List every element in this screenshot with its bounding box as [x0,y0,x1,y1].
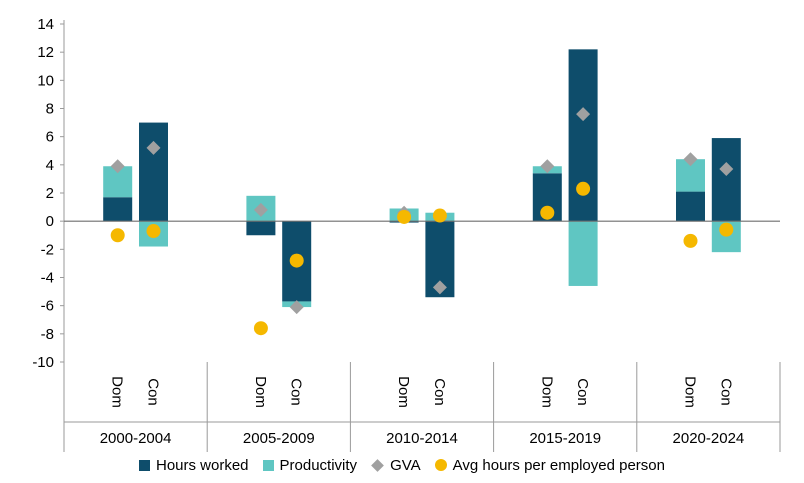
group-label: 2010-2014 [386,430,458,447]
bars [103,49,741,308]
avg-hours-marker [540,205,555,220]
y-tick-label: 12 [37,44,54,61]
gva-marker [253,202,268,217]
gva-marker [110,159,125,174]
gva-marker [432,280,447,295]
gva-marker [683,152,698,167]
group-label: 2000-2004 [100,430,172,447]
group-label: 2020-2024 [673,430,745,447]
category-label: Dom [109,376,126,408]
category-label: Dom [538,376,555,408]
avg-hours-marker [110,228,125,243]
x-axis: Dom Con 2000-2004 Dom Con 2005-2009 Dom Con 2010… [63,362,781,452]
legend-item-avg-hours: Avg hours per employed person [434,456,665,474]
bar-hours-worked [676,191,705,222]
bar-hours-worked [711,138,741,222]
legend-label-productivity: Productivity [279,456,358,474]
legend-swatch-gva [371,458,384,472]
legend-label-hours-worked: Hours worked [155,456,249,474]
y-tick-label: 0 [46,213,54,230]
y-tick-label: 14 [37,16,54,33]
legend-item-productivity: Productivity [262,456,358,474]
y-tick-label: 10 [37,72,54,89]
gva-marker [289,300,304,315]
legend-swatch-hours-worked [138,459,150,471]
category-label: Con [145,378,162,406]
y-tick-label: 8 [46,101,54,118]
group-label: 2005-2009 [243,430,315,447]
bar-hours-worked [103,197,133,222]
legend-swatch-productivity [262,459,274,471]
y-tick-label: 2 [46,185,54,202]
legend-item-gva: GVA [371,457,421,474]
bar-hours-worked [246,221,276,236]
y-tick-label: 6 [46,129,54,146]
y-axis: 14 12 10 8 6 4 2 0 -2 -4 -6 -8 -10 [32,16,65,452]
legend-label-avg-hours: Avg hours per employed person [452,456,665,474]
group-label: 2015-2019 [529,430,601,447]
y-tick-label: -8 [41,326,54,343]
legend-label-gva: GVA [390,456,421,474]
category-label: Dom [682,376,699,408]
gva-marker [719,162,734,177]
category-label: Dom [252,376,269,408]
avg-hours-marker [683,233,698,248]
legend: Hours worked Productivity GVA Avg hours … [0,452,804,478]
avg-hours-marker [719,222,734,237]
legend-item-hours-worked: Hours worked [138,456,249,474]
avg-hours-marker [146,224,161,239]
category-label: Con [288,378,305,406]
y-tick-label: 4 [46,157,54,174]
avg-hours-marker [576,181,591,196]
gva-marker [146,140,161,155]
bar-productivity [568,221,598,286]
markers [110,107,734,336]
y-tick-label: -2 [41,241,54,258]
category-label: Dom [395,376,412,408]
category-label: Con [717,378,734,406]
y-tick-label: -4 [41,270,54,287]
avg-hours-marker [397,209,412,224]
legend-swatch-avg-hours [434,459,447,471]
avg-hours-marker [253,321,268,336]
gva-marker [576,107,591,122]
avg-hours-marker [289,253,304,268]
gva-marker [540,159,555,174]
y-tick-label: -6 [41,298,54,315]
category-label: Con [574,378,591,406]
y-tick-label: -10 [32,354,54,371]
category-label: Con [431,378,448,406]
avg-hours-marker [432,208,447,223]
bar-hours-worked [139,122,168,222]
